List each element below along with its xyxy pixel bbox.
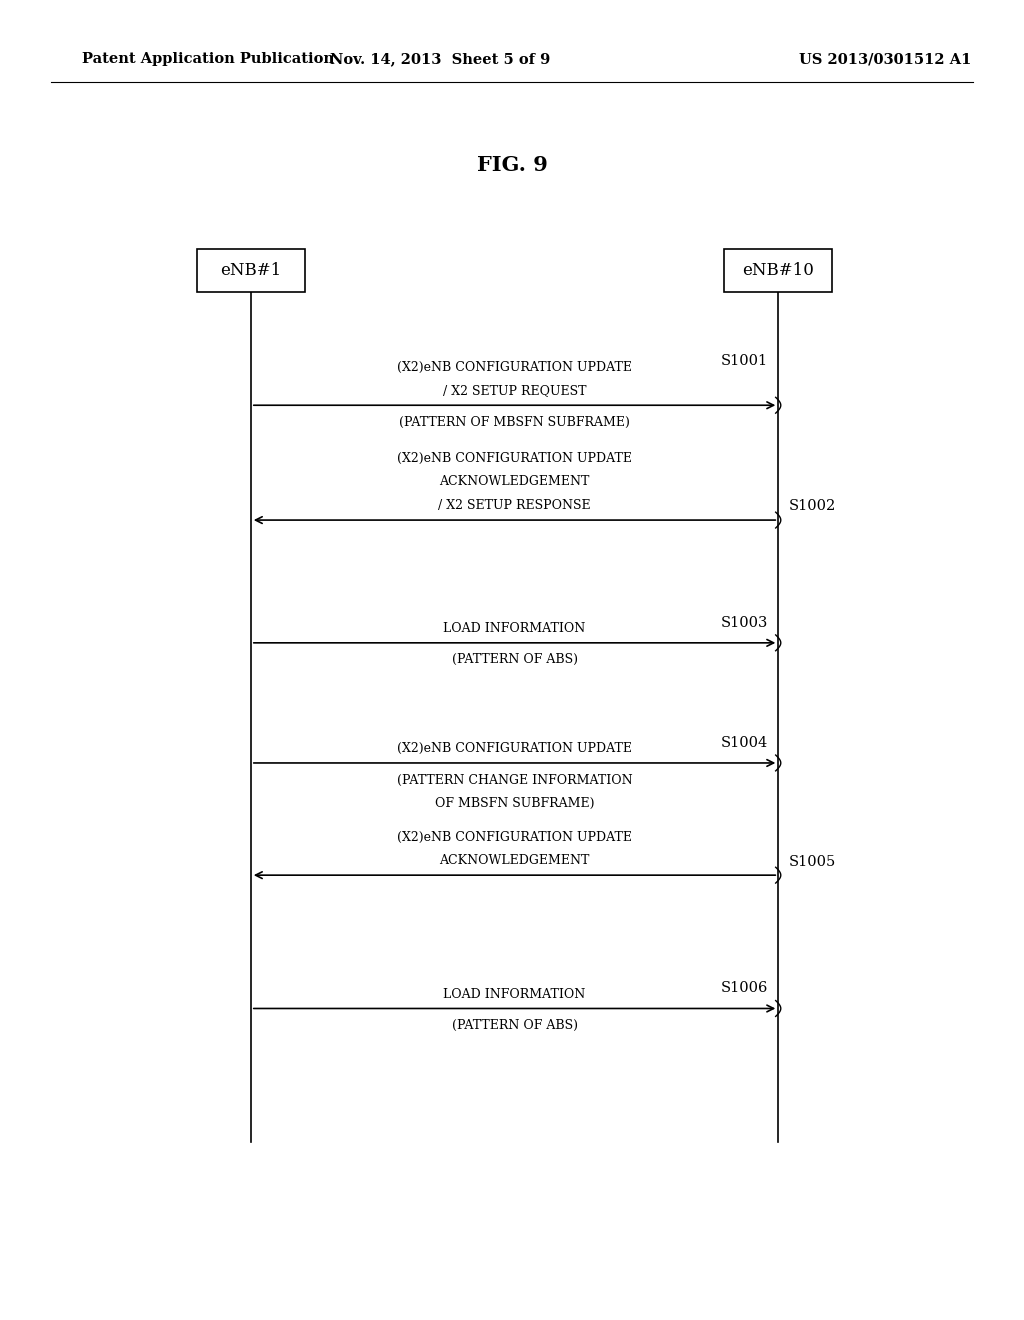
Bar: [725, 249, 831, 292]
Text: S1001: S1001: [721, 354, 768, 368]
Text: Patent Application Publication: Patent Application Publication: [82, 53, 334, 66]
Text: S1003: S1003: [721, 615, 768, 630]
Text: US 2013/0301512 A1: US 2013/0301512 A1: [799, 53, 971, 66]
Text: (X2)eNB CONFIGURATION UPDATE: (X2)eNB CONFIGURATION UPDATE: [397, 742, 632, 755]
Text: (PATTERN OF ABS): (PATTERN OF ABS): [452, 1019, 578, 1032]
Bar: [197, 249, 305, 292]
Text: FIG. 9: FIG. 9: [476, 154, 548, 176]
Text: (X2)eNB CONFIGURATION UPDATE: (X2)eNB CONFIGURATION UPDATE: [397, 360, 632, 374]
Text: eNB#1: eNB#1: [220, 263, 282, 279]
Text: S1005: S1005: [788, 854, 836, 869]
Text: / X2 SETUP RESPONSE: / X2 SETUP RESPONSE: [438, 499, 591, 512]
Text: eNB#10: eNB#10: [742, 263, 814, 279]
Text: ACKNOWLEDGEMENT: ACKNOWLEDGEMENT: [439, 475, 590, 488]
Text: (X2)eNB CONFIGURATION UPDATE: (X2)eNB CONFIGURATION UPDATE: [397, 830, 632, 843]
Text: / X2 SETUP REQUEST: / X2 SETUP REQUEST: [442, 384, 587, 397]
Text: (PATTERN OF ABS): (PATTERN OF ABS): [452, 653, 578, 667]
Text: ACKNOWLEDGEMENT: ACKNOWLEDGEMENT: [439, 854, 590, 867]
Text: LOAD INFORMATION: LOAD INFORMATION: [443, 622, 586, 635]
Text: (PATTERN CHANGE INFORMATION: (PATTERN CHANGE INFORMATION: [396, 774, 633, 787]
Text: Nov. 14, 2013  Sheet 5 of 9: Nov. 14, 2013 Sheet 5 of 9: [330, 53, 551, 66]
Text: (X2)eNB CONFIGURATION UPDATE: (X2)eNB CONFIGURATION UPDATE: [397, 451, 632, 465]
Text: S1006: S1006: [721, 981, 768, 995]
Text: S1004: S1004: [721, 735, 768, 750]
Text: (PATTERN OF MBSFN SUBFRAME): (PATTERN OF MBSFN SUBFRAME): [399, 416, 630, 429]
Text: LOAD INFORMATION: LOAD INFORMATION: [443, 987, 586, 1001]
Text: OF MBSFN SUBFRAME): OF MBSFN SUBFRAME): [435, 797, 594, 810]
Text: S1002: S1002: [788, 499, 836, 513]
